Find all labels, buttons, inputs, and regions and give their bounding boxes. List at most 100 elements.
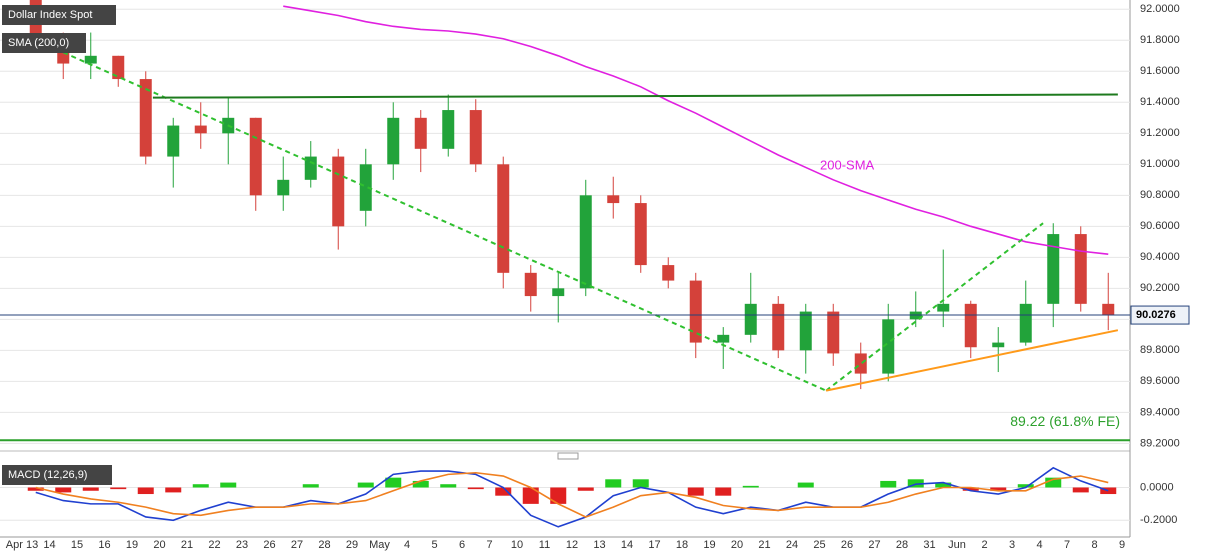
x-tick-label: 11 [539,539,550,551]
x-tick-label: 31 [923,539,935,551]
legend-box [2,5,116,25]
resize-handle[interactable] [557,452,579,460]
x-tick-label: Jun [948,539,966,551]
legend-title: Dollar Index Spot [8,9,92,21]
x-tick-label: Apr 13 [6,539,38,551]
y-tick-label: 90.6000 [1140,220,1180,232]
candle-body [139,79,152,157]
candle-body [1047,234,1060,304]
histogram-bar [55,487,72,493]
x-tick-label: 28 [318,539,330,551]
y-tick-label: 91.6000 [1140,65,1180,77]
histogram-bar [935,482,952,488]
x-tick-label: 7 [486,539,492,551]
x-tick-label: 19 [703,539,715,551]
candle-body [662,265,675,281]
histogram-bar [137,487,154,495]
trendline [21,33,827,392]
grid [0,8,1130,521]
histogram-bar [907,479,924,488]
y-tick-label: 90.8000 [1140,189,1180,201]
candle-body [84,55,97,64]
y-tick-label: 90.4000 [1140,251,1180,263]
histogram-bar [27,487,44,491]
x-tick-label: 27 [868,539,880,551]
y-tick-label: 91.4000 [1140,96,1180,108]
x-tick-label: 4 [404,539,410,551]
histogram-bar [550,487,567,504]
x-tick-label: May [369,539,390,551]
x-tick-label: 18 [676,539,688,551]
candle-body [689,280,702,343]
x-tick-label: 23 [236,539,248,551]
candle-body [634,203,647,266]
histogram-bar [357,482,374,488]
y-tick-label: 91.0000 [1140,158,1180,170]
x-tick-label: 3 [1009,539,1015,551]
sma-annotation: 200-SMA [820,157,875,172]
histogram-bar [687,487,704,496]
y-tick-label: -0.2000 [1140,514,1177,526]
y-tick-label: 89.4000 [1140,406,1180,418]
candle-body [249,117,262,196]
x-tick-label: 2 [981,539,987,551]
x-tick-label: 24 [786,539,798,551]
last-price-label: 90.0276 [1136,309,1176,321]
trendline [825,329,1119,392]
histogram-bar [1017,484,1034,488]
x-tick-label: 4 [1036,539,1042,551]
histogram-bar [715,487,732,496]
x-tick-label: 14 [621,539,633,551]
x-tick-label: 14 [43,539,55,551]
y-tick-label: 89.2000 [1140,437,1180,449]
histogram-bar [962,487,979,491]
x-tick-label: 7 [1064,539,1070,551]
candle-body [854,353,867,374]
candle-body [552,288,565,297]
candle-body [1074,234,1087,304]
x-tick-label: 28 [896,539,908,551]
histogram-bar [1072,487,1089,493]
candle-body [607,195,620,204]
histogram-bar [467,487,484,490]
candle-body [194,125,207,134]
histogram-bar [495,487,512,496]
trendline [152,93,1118,99]
x-tick-label: 16 [98,539,110,551]
histogram-bar [1045,477,1062,488]
x-tick-label: 20 [153,539,165,551]
y-tick-label: 89.6000 [1140,375,1180,387]
candle-body [414,117,427,149]
candle-body [469,110,482,165]
legend-sma: SMA (200,0) [8,37,69,49]
y-tick-label: 0.0000 [1140,481,1174,493]
candle-body [167,125,180,157]
candle-body [882,319,895,374]
legend-macd: MACD (12,26,9) [8,469,87,481]
histogram-bar [192,484,209,488]
candle-body [442,110,455,149]
histogram-bar [110,487,127,490]
last-price-box [1130,305,1190,325]
candle-body [359,164,372,211]
histogram-bar [605,479,622,488]
x-tick-label: 8 [1091,539,1097,551]
x-tick-label: 17 [648,539,660,551]
histogram-bar [522,487,539,504]
candle-body [579,195,592,289]
candle-body [992,342,1005,348]
candle-body [332,156,345,227]
y-tick-label: 91.8000 [1140,34,1180,46]
histogram-bar [82,487,99,491]
y-tick-label: 92.0000 [1140,3,1180,15]
candle-body [964,303,977,348]
sma-line [283,5,1109,256]
x-tick-label: 9 [1119,539,1125,551]
x-tick-label: 21 [181,539,193,551]
x-tick-label: 26 [841,539,853,551]
candle-body [277,179,290,196]
x-tick-label: 26 [263,539,275,551]
x-tick-label: 29 [346,539,358,551]
histogram-bar [797,482,814,488]
